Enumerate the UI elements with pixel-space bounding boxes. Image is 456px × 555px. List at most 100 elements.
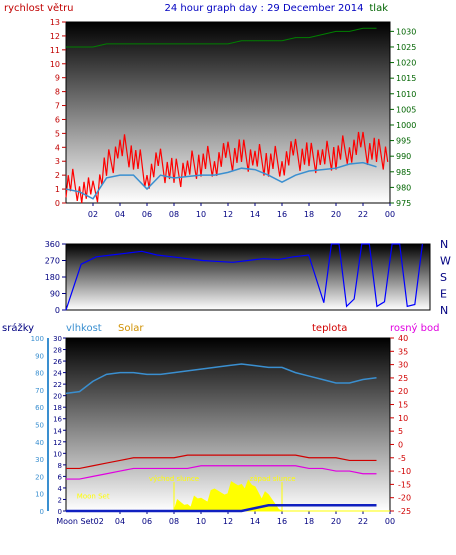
pressure-line <box>66 27 377 48</box>
precip-tick-label: 18 <box>53 404 62 412</box>
pressure-tick-label: 975 <box>396 199 411 208</box>
x-tick-label: 16 <box>277 517 287 526</box>
direction-line <box>65 243 424 311</box>
temperature-tick-label: 10 <box>398 414 408 423</box>
precip-tick-label: 30 <box>53 335 62 343</box>
temperature-tick-label: 40 <box>398 334 408 343</box>
pressure-axis-title: tlak <box>369 3 388 14</box>
dewpoint-line <box>66 465 377 480</box>
x-tick-label: 14 <box>250 210 260 219</box>
x-tick-label: 14 <box>250 517 260 526</box>
x-tick-label: 20 <box>331 210 341 219</box>
precip-tick-label: 16 <box>53 416 62 424</box>
precip-tick-label: 24 <box>53 370 62 378</box>
precip-tick-label: 28 <box>53 347 62 355</box>
direction-tick-label: 360 <box>45 240 60 249</box>
precip-tick-label: 22 <box>53 381 62 389</box>
x-tick-label: 18 <box>304 517 314 526</box>
wind-tick-label: 5 <box>55 129 60 138</box>
x-tick-label: 20 <box>331 517 341 526</box>
precip-tick-label: 14 <box>53 427 62 435</box>
x-tick-label: 06 <box>142 210 152 219</box>
x-tick-label: 08 <box>169 517 179 526</box>
temperature-tick-label: 20 <box>398 387 408 396</box>
humidity-tick-label: 90 <box>35 352 44 360</box>
wind-tick-label: 3 <box>55 157 60 166</box>
wind-tick-label: 8 <box>55 88 60 97</box>
x-tick-label: 00 <box>385 517 395 526</box>
x-tick-label: 16 <box>277 210 287 219</box>
x-tick-label: 12 <box>223 210 233 219</box>
wind-tick-label: 0 <box>55 199 60 208</box>
wind-tick-label: 2 <box>55 171 60 180</box>
temperature-line <box>66 454 377 470</box>
wind-tick-label: 10 <box>50 60 60 69</box>
humidity-line <box>65 363 377 395</box>
x-tick-label: 22 <box>358 517 368 526</box>
x-tick-label: 08 <box>169 210 179 219</box>
pressure-tick-label: 985 <box>396 168 411 177</box>
x-tick-label: 04 <box>115 517 125 526</box>
humidity-tick-label: 70 <box>35 387 44 395</box>
humidity-tick-label: 40 <box>35 439 44 447</box>
direction-tick-label: 0 <box>55 306 60 315</box>
compass-label: W <box>440 255 451 268</box>
temperature-tick-label: -20 <box>398 494 411 503</box>
precip-tick-label: 6 <box>58 473 63 481</box>
moon-label: Moon <box>216 496 235 504</box>
temperature-tick-label: -10 <box>398 467 411 476</box>
compass-label: N <box>440 238 448 251</box>
wind-tick-label: 12 <box>50 32 60 41</box>
direction-tick-label: 90 <box>50 290 60 299</box>
pressure-tick-label: 980 <box>396 183 411 192</box>
temperature-tick-label: -5 <box>398 454 406 463</box>
pressure-tick-label: 1030 <box>396 27 416 36</box>
pressure-tick-label: 1025 <box>396 43 416 52</box>
direction-panel <box>66 244 430 310</box>
x-tick-label: 10 <box>196 210 206 219</box>
humidity-tick-label: 80 <box>35 370 44 378</box>
direction-tick-label: 180 <box>45 273 60 282</box>
precip-tick-label: 4 <box>58 485 63 493</box>
temperature-tick-label: 30 <box>398 361 408 370</box>
pressure-tick-label: 995 <box>396 137 411 146</box>
pressure-tick-label: 1020 <box>396 59 416 68</box>
humidity-tick-label: 10 <box>35 491 44 499</box>
sunset-label: západ slunce <box>250 475 296 483</box>
x-tick-label: 02 <box>88 210 98 219</box>
precip-tick-label: 8 <box>58 462 62 470</box>
climate-panel <box>66 338 390 511</box>
dewpoint-title: rosný bod <box>390 322 439 334</box>
solar-title: Solar <box>118 323 144 334</box>
temperature-tick-label: 25 <box>398 374 408 383</box>
x-tick-label: 22 <box>358 210 368 219</box>
pressure-tick-label: 1005 <box>396 105 416 114</box>
temperature-tick-label: 5 <box>398 427 403 436</box>
pressure-tick-label: 1010 <box>396 90 416 99</box>
temperature-tick-label: -25 <box>398 507 411 516</box>
humidity-tick-label: 20 <box>35 473 44 481</box>
precip-tick-label: 10 <box>53 450 62 458</box>
wind-gust-line <box>65 131 389 204</box>
wind-tick-label: 13 <box>50 18 60 27</box>
pressure-tick-label: 990 <box>396 152 411 161</box>
precip-tick-label: 20 <box>53 393 62 401</box>
pressure-tick-label: 1015 <box>396 74 416 83</box>
chart-title: 24 hour graph day : 29 December 2014 <box>165 3 364 14</box>
precip-title: srážky <box>2 322 34 334</box>
direction-tick-label: 270 <box>45 257 60 266</box>
x-tick-label: 06 <box>142 517 152 526</box>
wind-tick-label: 6 <box>55 115 60 124</box>
wind-tick-label: 7 <box>55 102 60 111</box>
precip-tick-label: 12 <box>53 439 62 447</box>
pressure-tick-label: 1000 <box>396 121 416 130</box>
moon-set-label: Moon Set <box>77 492 110 500</box>
x-tick-label: 00 <box>385 210 395 219</box>
x-tick-label: 18 <box>304 210 314 219</box>
wind-avg-line <box>65 161 377 200</box>
compass-label: S <box>440 271 447 284</box>
precip-line <box>66 503 377 513</box>
precip-tick-label: 2 <box>58 496 62 504</box>
wind-tick-label: 1 <box>55 185 60 194</box>
x-tick-label: 10 <box>196 517 206 526</box>
